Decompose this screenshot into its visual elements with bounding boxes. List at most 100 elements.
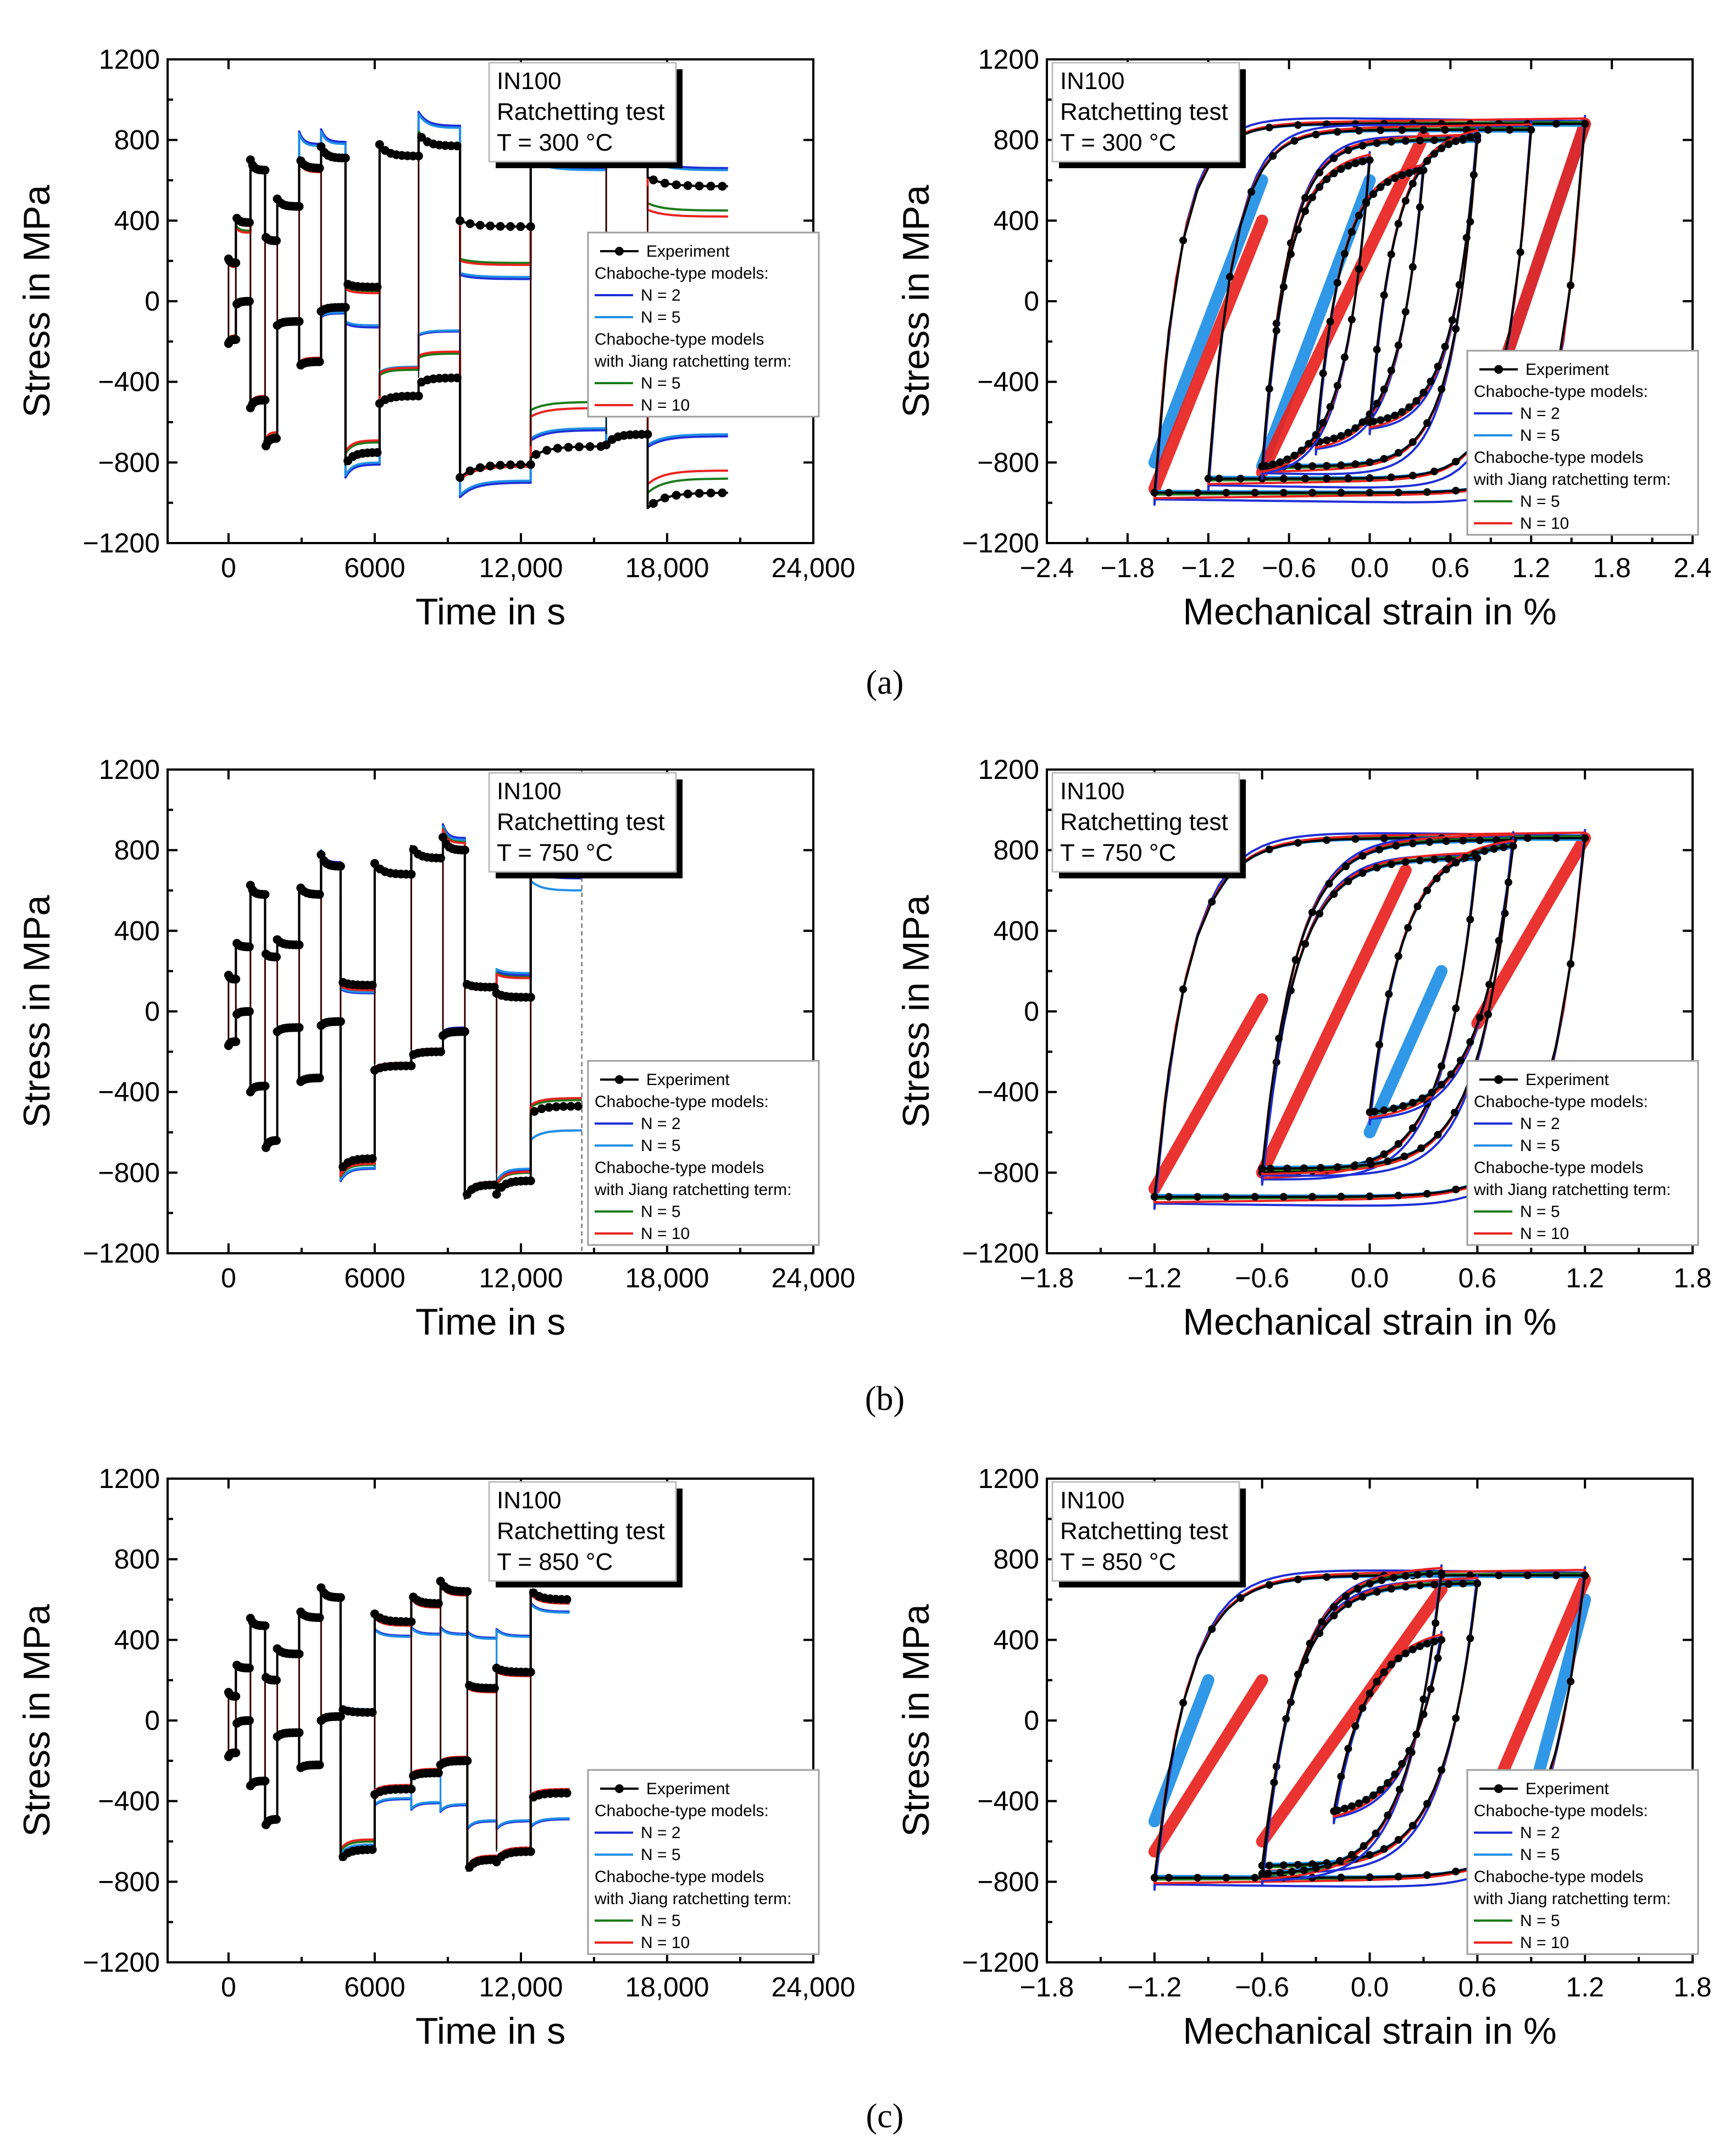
experiment-point <box>1476 1013 1484 1021</box>
x-tick-label: 0.0 <box>1351 1263 1389 1293</box>
experiment-point <box>1445 855 1453 863</box>
experiment-point <box>1164 1193 1173 1201</box>
experiment-point <box>1276 1868 1284 1877</box>
experiment-point <box>1294 462 1302 471</box>
legend-label-jiang_n10: N = 10 <box>641 1225 690 1243</box>
experiment-point <box>1567 1677 1575 1685</box>
experiment-point <box>1366 458 1374 466</box>
x-tick-label: 0.0 <box>1351 552 1389 583</box>
y-tick-label: 1200 <box>99 754 160 785</box>
loop-chaboche_n2 <box>1153 829 1587 1210</box>
experiment-point <box>315 357 324 367</box>
y-tick-label: 400 <box>994 1624 1039 1655</box>
experiment-point <box>526 1847 535 1856</box>
experiment-point <box>1493 836 1501 844</box>
experiment-point <box>531 450 541 459</box>
x-tick-label: 24,000 <box>772 552 856 583</box>
experiment-point <box>1418 1094 1427 1103</box>
experiment-point <box>559 1102 568 1111</box>
legend-label-chaboche_n2: N = 2 <box>641 286 681 305</box>
experiment-point <box>1466 1038 1474 1046</box>
experiment-point <box>1301 940 1309 948</box>
experiment-point <box>315 1613 324 1622</box>
experiment-point <box>1438 1636 1446 1644</box>
axes-frame <box>167 768 814 1254</box>
info-box-face <box>488 772 677 873</box>
experiment-point <box>486 222 495 231</box>
legend-label-chaboche_n2: N = 2 <box>1520 1115 1560 1133</box>
experiment-point <box>1385 990 1393 998</box>
experiment-point <box>245 942 254 951</box>
legend-heading: with Jiang ratchetting term: <box>1473 471 1671 489</box>
experiment-point <box>1387 367 1395 375</box>
legend-marker-experiment <box>615 247 624 256</box>
experiment-point <box>414 391 423 401</box>
experiment-point <box>1377 126 1385 134</box>
experiment-point <box>1272 327 1280 335</box>
experiment-point <box>1452 1185 1460 1193</box>
y-tick-label: 400 <box>994 915 1039 946</box>
x-tick-label: −1.2 <box>1181 552 1235 583</box>
experiment-point <box>1459 1580 1467 1588</box>
experiment-point <box>1344 474 1352 483</box>
experiment-point <box>1430 1580 1438 1589</box>
x-tick-label: −0.6 <box>1235 1972 1289 2002</box>
info-box: IN100 Ratchetting test T = 850 °C <box>488 1481 683 1587</box>
legend: Experiment Chaboche-type models: N = 2 N = … <box>1466 350 1699 536</box>
experiment-point <box>1358 1704 1367 1712</box>
experiment-point <box>1399 1102 1407 1110</box>
x-tick-label: −1.2 <box>1127 1972 1182 2002</box>
experiment-point <box>585 442 595 451</box>
experiment-point <box>1567 281 1575 290</box>
plot-area <box>1148 829 1591 1210</box>
experiment-point <box>1408 839 1417 848</box>
experiment-point <box>245 218 254 227</box>
legend-label-experiment: Experiment <box>1526 361 1609 379</box>
experiment-point <box>1394 1655 1402 1663</box>
experiment-point <box>1366 1580 1374 1588</box>
caption-a: (a) <box>866 664 904 701</box>
experiment-point <box>1408 438 1417 446</box>
x-tick-label: 1.2 <box>1512 552 1550 583</box>
experiment-point <box>1581 1572 1589 1579</box>
experiment-point <box>1265 1861 1273 1869</box>
x-tick-label: 24,000 <box>772 1263 856 1293</box>
experiment-point <box>1326 403 1334 411</box>
experiment-point <box>1452 457 1460 466</box>
experiment-point <box>1423 1800 1431 1808</box>
experiment-point <box>1351 424 1360 432</box>
experiment-point <box>1476 836 1484 844</box>
experiment-point <box>1306 1639 1314 1647</box>
experiment-point <box>1423 488 1431 496</box>
legend-heading: with Jiang ratchetting term: <box>594 1181 792 1199</box>
axes-frame <box>1046 768 1694 1254</box>
experiment-point <box>1319 419 1327 427</box>
experiment-point <box>1283 1164 1291 1172</box>
experiment-point <box>1373 345 1381 353</box>
experiment-point <box>1347 228 1356 236</box>
info-box-line: IN100 <box>1060 778 1124 805</box>
info-box: IN100 Ratchetting test T = 300 °C <box>488 62 683 168</box>
experiment-point <box>1426 838 1434 846</box>
y-tick-label: −400 <box>977 367 1039 397</box>
experiment-point <box>1509 842 1517 850</box>
experiment-point <box>1527 126 1535 134</box>
experiment-point <box>1258 1869 1266 1878</box>
experiment-point <box>660 179 669 188</box>
x-tick-label: −0.6 <box>1262 552 1316 583</box>
experiment-point <box>1288 1868 1296 1876</box>
experiment-point <box>1355 126 1363 135</box>
experiment-point <box>1495 1572 1503 1580</box>
experiment-point <box>475 220 485 230</box>
experiment-point <box>271 1814 281 1824</box>
experiment-point <box>1317 1164 1325 1172</box>
experiment-point <box>1269 460 1277 468</box>
experiment-point <box>1373 864 1381 872</box>
experiment-point <box>1215 474 1223 483</box>
experiment-point <box>506 222 515 231</box>
experiment-point <box>706 181 716 191</box>
experiment-point <box>463 1587 472 1596</box>
legend-heading: Chaboche-type models: <box>595 1093 769 1111</box>
experiment-point <box>1408 1099 1417 1107</box>
experiment-point <box>465 219 475 229</box>
